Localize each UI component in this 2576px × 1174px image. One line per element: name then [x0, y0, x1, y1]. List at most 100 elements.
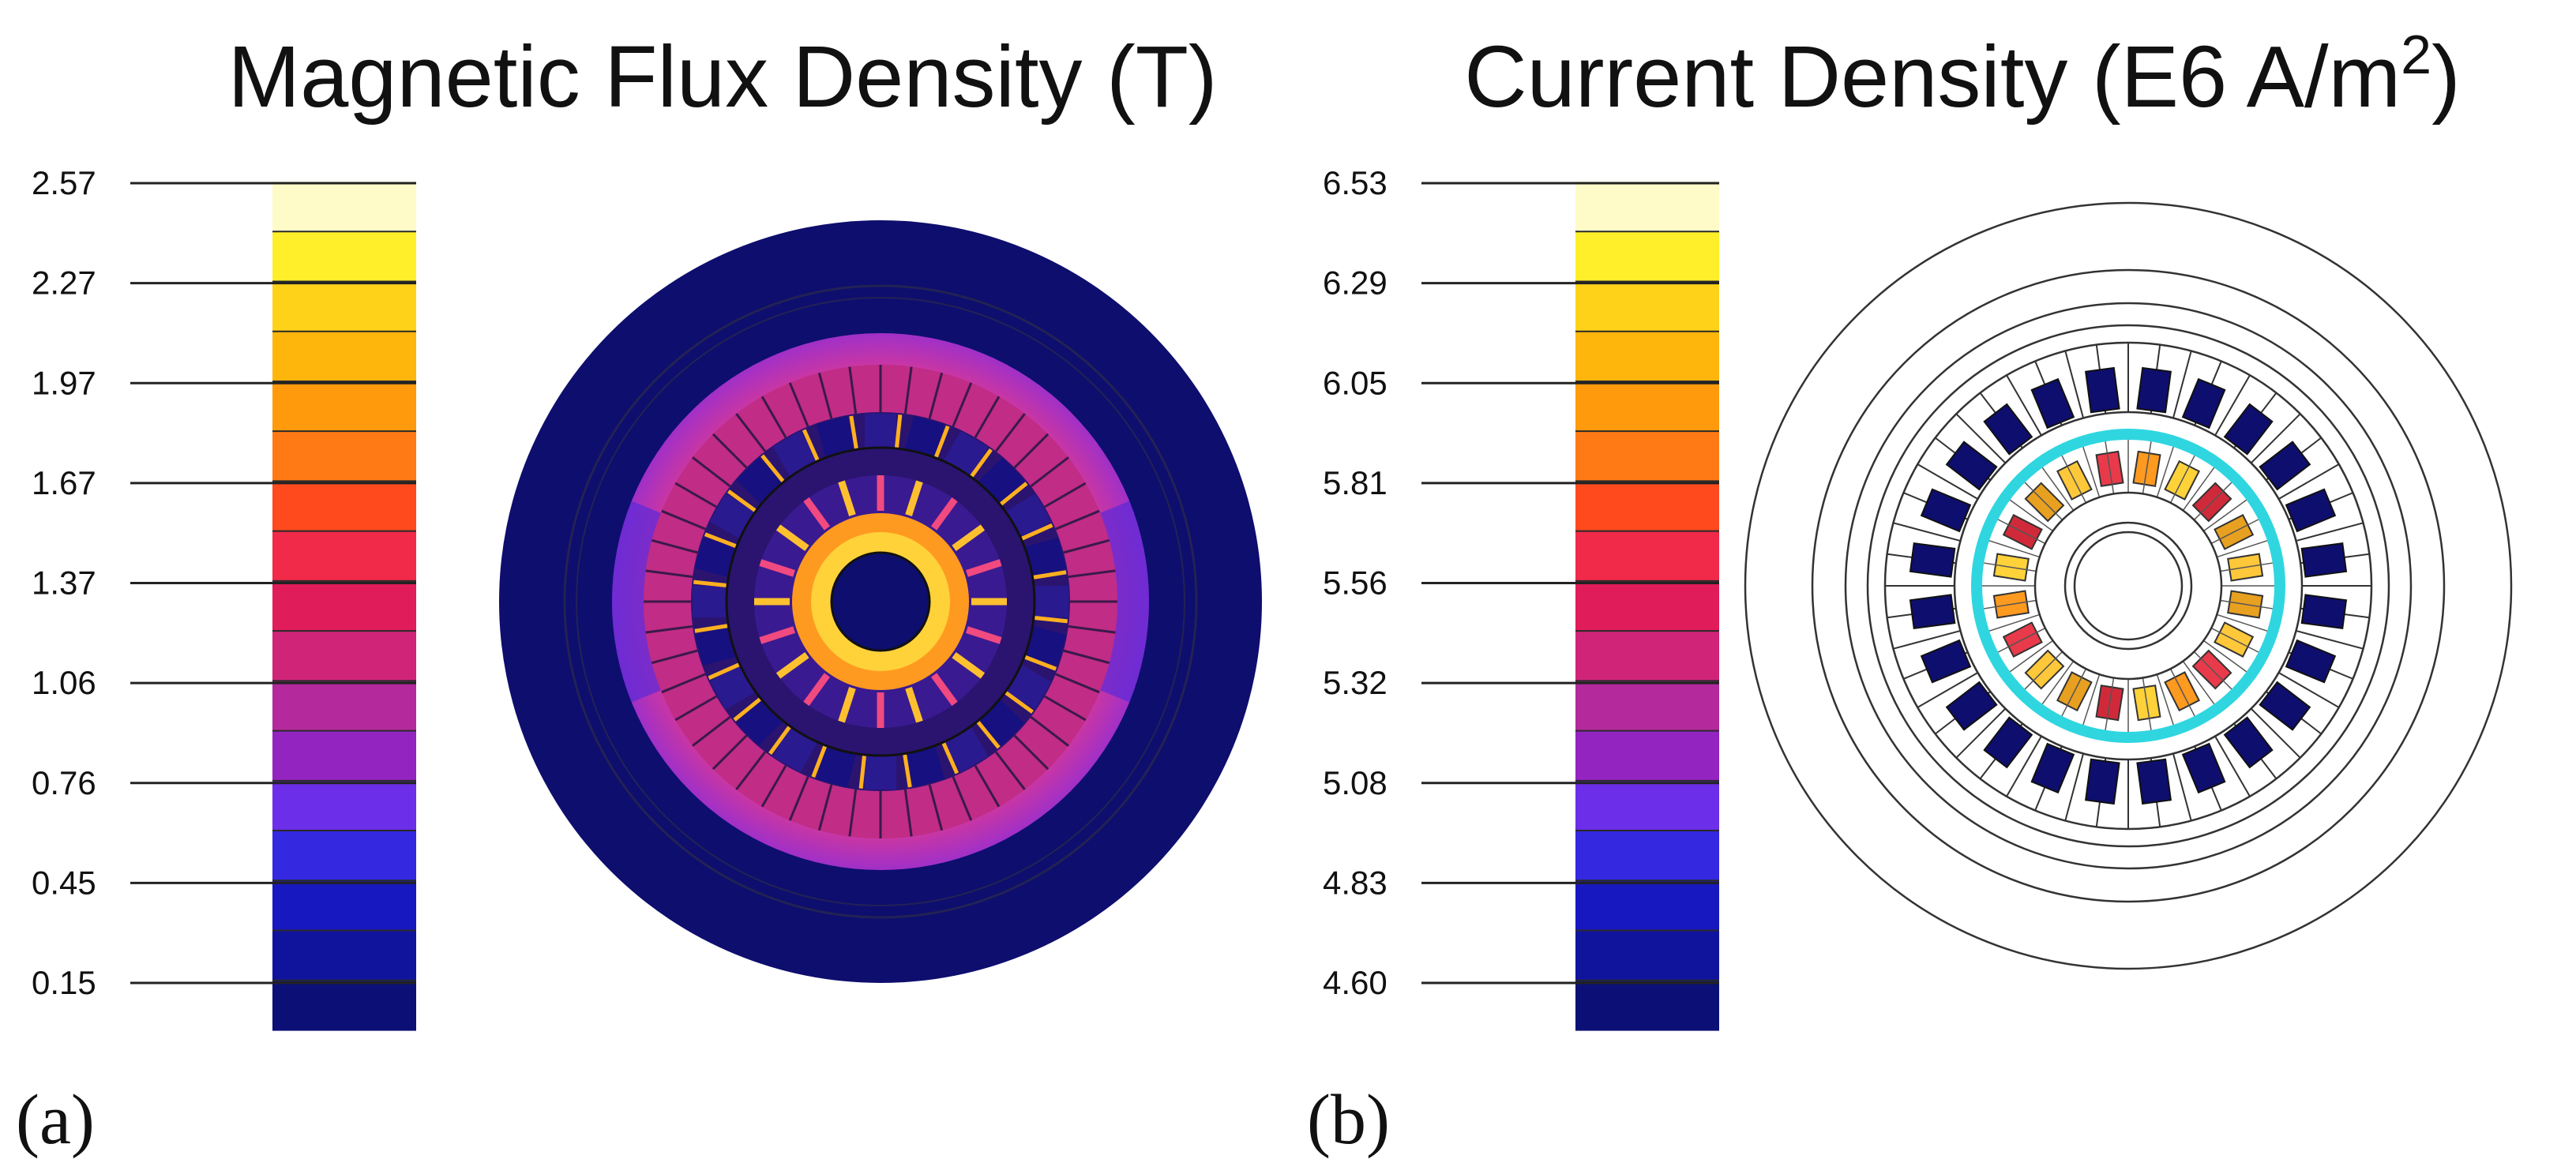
outer-coil	[1945, 681, 1998, 731]
magnet-block	[772, 430, 817, 477]
colorbar-segment	[1575, 231, 1719, 283]
panel-a-title: Magnetic Flux Density (T)	[227, 28, 1217, 126]
inner-magnet	[952, 524, 986, 552]
colorbar-tick-label: 0.45	[32, 864, 96, 901]
outer-coil	[2259, 441, 2311, 491]
stator-slot-line	[1917, 463, 1978, 500]
colorbar-a	[272, 182, 416, 1031]
inner-magnet	[838, 480, 856, 517]
stator-slot-line	[952, 776, 973, 821]
outer-coil	[1945, 441, 1998, 491]
colorbar-tick-label: 5.08	[1323, 764, 1388, 801]
magnet-block	[736, 699, 783, 746]
stator-slot-line	[2172, 351, 2192, 418]
inner-slot-line	[2142, 441, 2152, 494]
inner-magnet	[803, 673, 831, 707]
outer-coil	[1909, 594, 1956, 629]
flux-highlight	[998, 482, 1028, 507]
colorbar-segment	[272, 481, 416, 532]
panel-b-label: (b)	[1307, 1081, 1390, 1159]
colorbar-segment	[1575, 631, 1719, 681]
stator-slot-line	[1055, 509, 1100, 531]
inner-slot-line	[2041, 467, 2075, 511]
stator-slot-line	[1044, 482, 1087, 508]
outer-coil	[2181, 742, 2226, 794]
inner-slot-line	[2061, 455, 2087, 504]
inner-magnet	[965, 559, 1002, 577]
stator-slot-line	[2250, 413, 2301, 464]
colorbar-tick-label: 1.37	[32, 564, 96, 602]
stator-slot-line	[2250, 707, 2301, 759]
winding-ring	[1971, 429, 2285, 743]
inner-slot-line	[2169, 668, 2195, 717]
flux-highlight	[903, 753, 912, 788]
flux-highlight	[1020, 523, 1053, 541]
magnet-block	[817, 415, 856, 457]
stator-slot-line	[1955, 413, 2007, 464]
colorbar-segment	[272, 880, 416, 932]
colorbar-tick-label: 6.53	[1323, 164, 1388, 201]
magnet-block	[944, 726, 989, 773]
flux-highlight	[733, 696, 763, 722]
inner-magnet	[905, 480, 923, 517]
inner-magnet	[930, 497, 958, 531]
colorbar-tick-label: 4.60	[1323, 964, 1388, 1001]
outer-coil	[2030, 742, 2075, 794]
colorbar-segment	[272, 281, 416, 332]
inner-slot-line	[2169, 455, 2195, 504]
shaft	[830, 551, 931, 652]
flux-highlight	[693, 579, 728, 588]
colorbar-segment	[1575, 880, 1719, 932]
inner-slot-line	[2220, 599, 2273, 610]
flux-highlight	[802, 429, 820, 462]
stator-slot-line	[2064, 753, 2085, 821]
colorbar-tick-label: 5.81	[1323, 464, 1388, 501]
magnet-block	[978, 457, 1025, 504]
inner-magnet	[775, 524, 809, 552]
inner-magnet	[965, 626, 1002, 644]
stator-slot-line	[1055, 673, 1100, 694]
colorbar-tick-label: 5.56	[1323, 564, 1388, 602]
flux-highlight	[708, 662, 741, 681]
inner-slot-line	[2216, 540, 2268, 558]
colorbar-tick-label: 2.57	[32, 164, 96, 201]
inner-slot-line	[2210, 627, 2259, 653]
magnet-block	[1005, 665, 1052, 710]
inner-slot-line	[2105, 677, 2115, 730]
stator-slot-line	[788, 776, 809, 821]
stator-slot-line	[1044, 695, 1087, 722]
flux-highlight	[1004, 690, 1035, 714]
inner-slot-line	[2216, 613, 2268, 632]
colorbar-segment	[272, 231, 416, 283]
air-gap-outer	[1953, 411, 2304, 761]
stator-slot-line	[903, 366, 913, 414]
inner-magnet	[952, 651, 986, 679]
stator-slot-line	[760, 396, 787, 438]
stator-slot-line	[974, 765, 1001, 808]
magnet-block	[709, 665, 756, 710]
colorbar-tick-label: 4.83	[1323, 864, 1388, 901]
outer-coil	[2223, 403, 2274, 456]
colorbar-segment	[272, 381, 416, 432]
colorbar-segment	[272, 631, 416, 681]
inner-slot-line	[2009, 640, 2053, 673]
magnet-block	[736, 457, 783, 504]
colorbar-tick-label: 0.76	[32, 764, 96, 801]
inner-slot-line	[2082, 446, 2101, 498]
modulator-ring	[725, 446, 1036, 757]
stator-slot-line	[735, 413, 767, 452]
flux-highlight	[894, 414, 903, 449]
flux-highlight	[975, 719, 1001, 749]
flux-highlight	[933, 425, 950, 459]
colorbar-segment	[272, 182, 416, 232]
stator-slot-line	[2006, 736, 2042, 797]
stator-slot-line	[817, 784, 833, 831]
magnet-block	[905, 415, 944, 457]
flux-highlight	[969, 448, 993, 478]
flux-highlight	[1033, 615, 1068, 624]
stator-slot-line	[2278, 672, 2340, 708]
colorbar-tick-label: 6.29	[1323, 264, 1388, 302]
stator-slot-line	[1068, 625, 1116, 634]
outer-coil	[2030, 377, 2075, 429]
